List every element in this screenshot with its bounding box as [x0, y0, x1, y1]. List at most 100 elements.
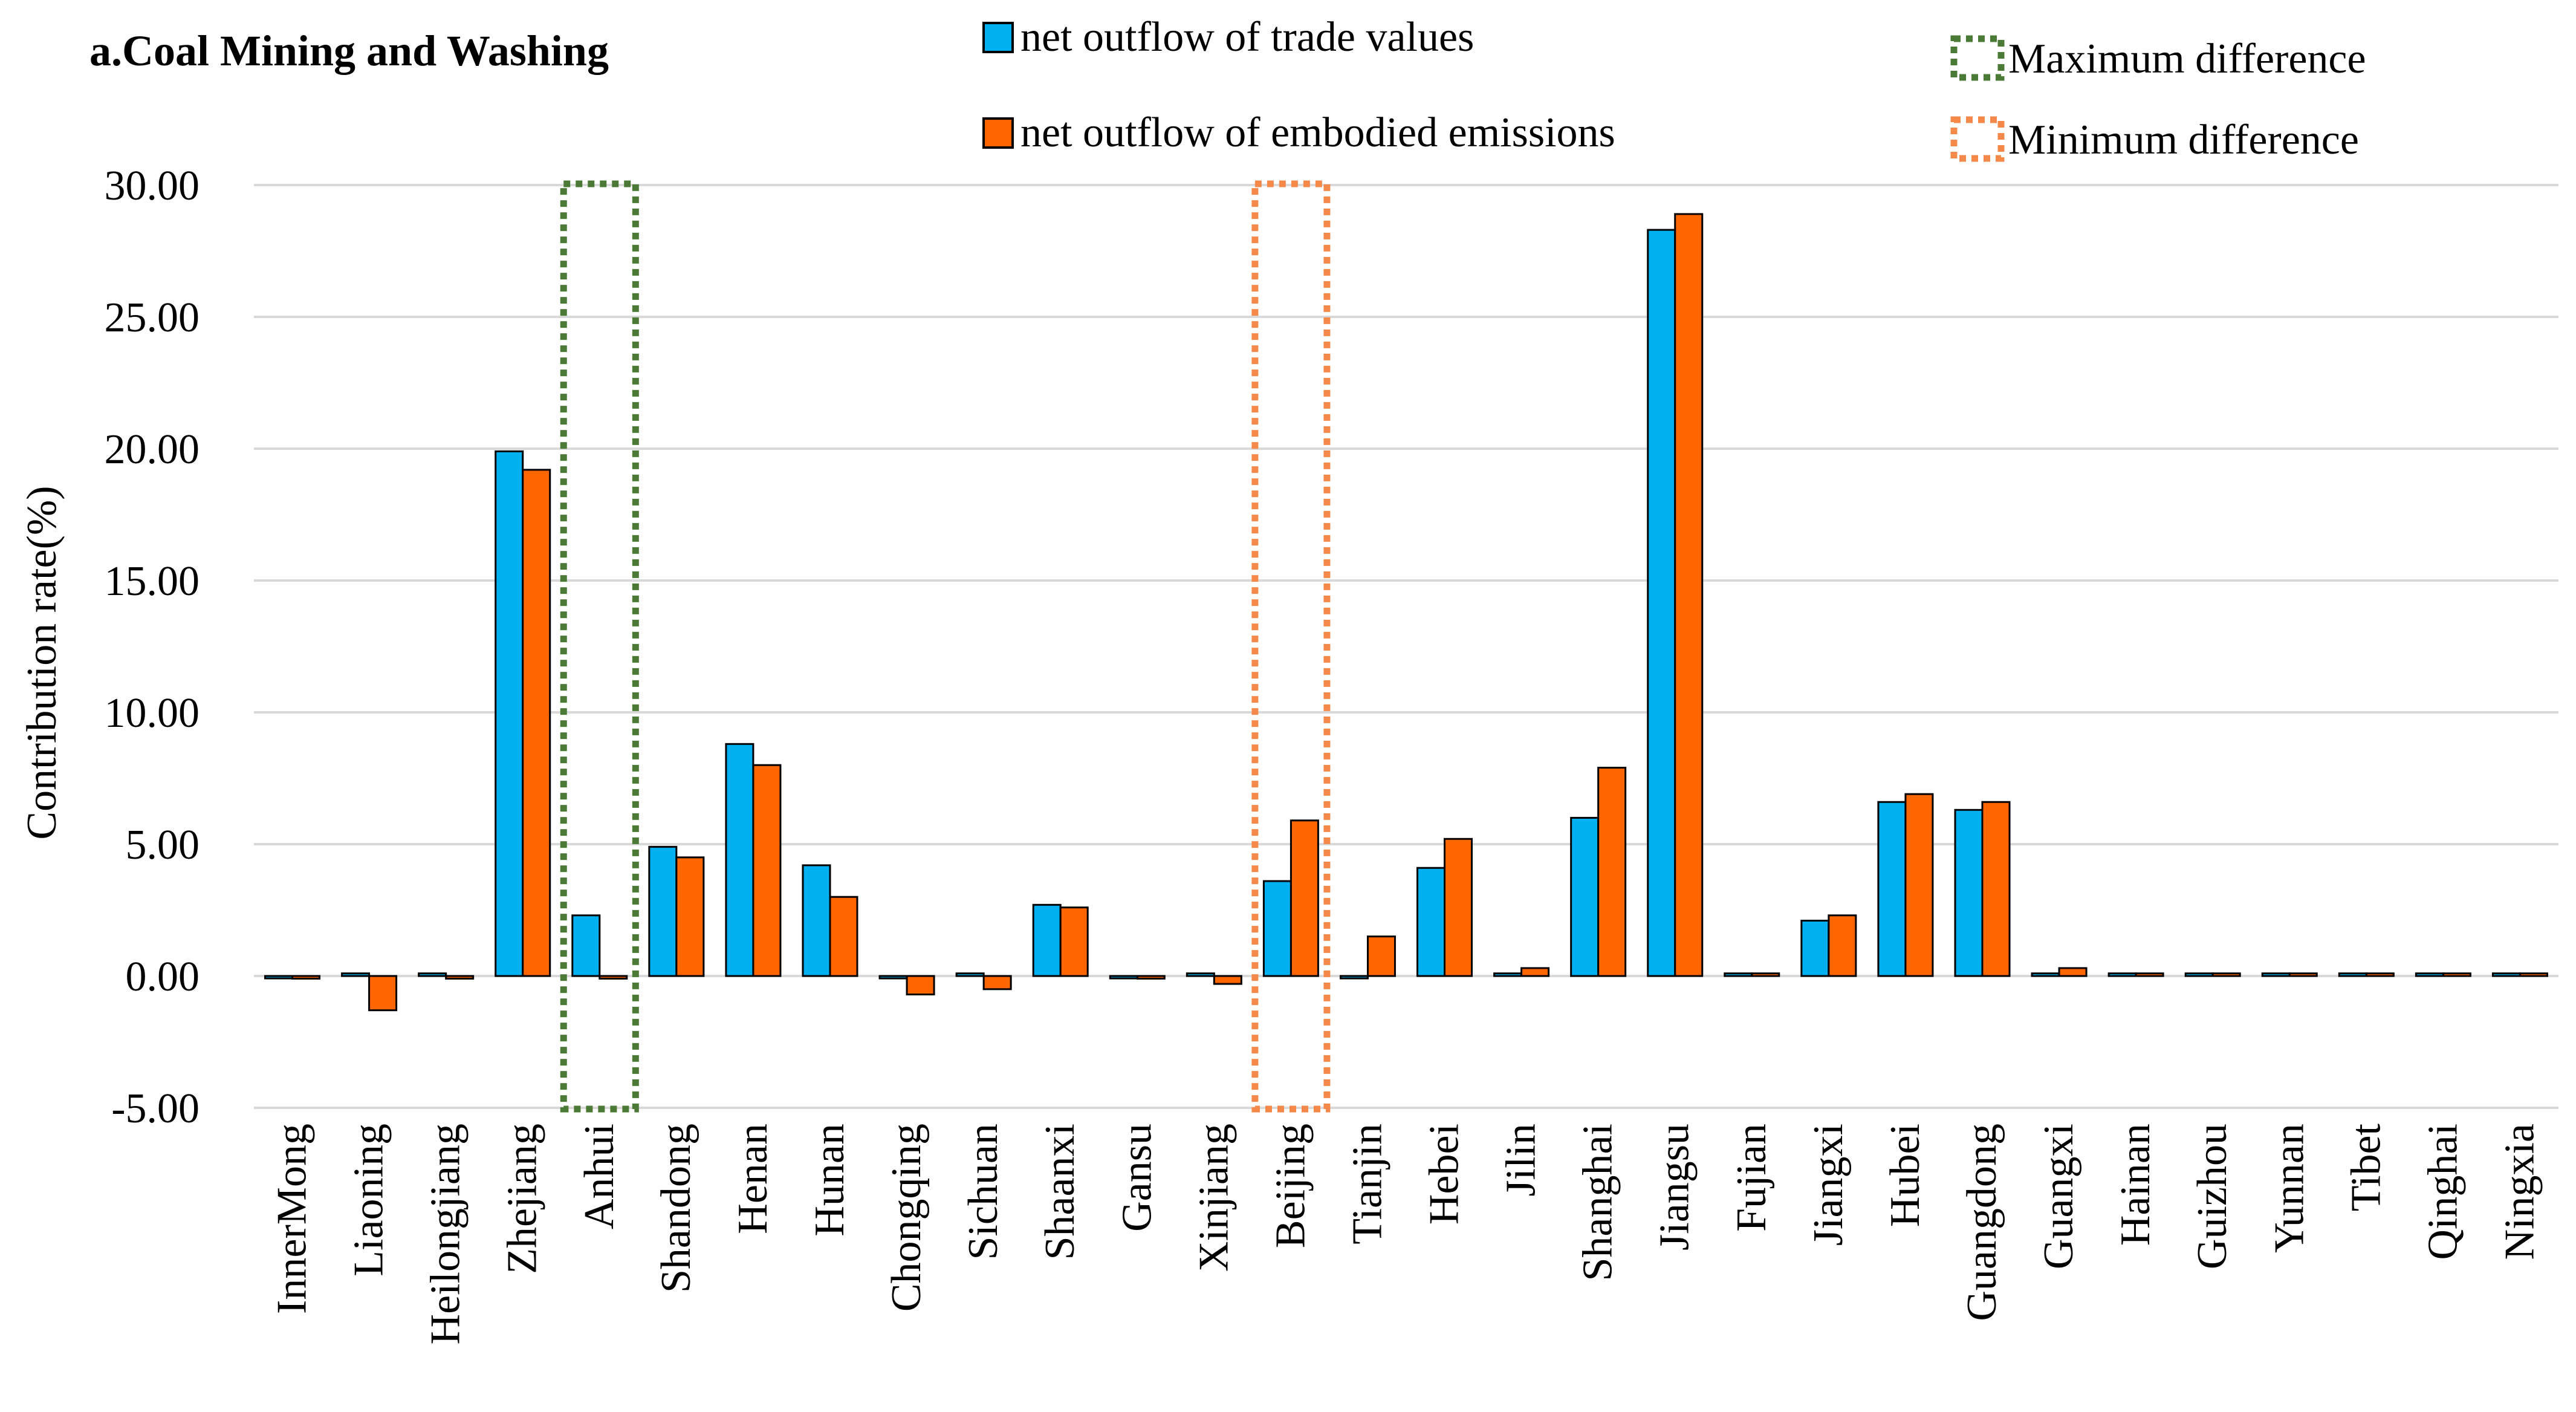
x-tick-label-shandong: Shandong	[653, 1124, 699, 1293]
legend-label-trade-values: net outflow of trade values	[1020, 14, 1474, 60]
x-tick-label-guizhou: Guizhou	[2189, 1124, 2236, 1269]
x-tick-label-jiangxi: Jiangxi	[1805, 1124, 1852, 1246]
y-tick-labels: 30.00 25.00 20.00 15.00 10.00 5.00 0.00 -5.00	[105, 163, 200, 1132]
x-tick-label-beijing: Beijing	[1267, 1124, 1314, 1248]
highlight-box-maximum-difference	[560, 180, 639, 1113]
bar-net-outflow-of-trade-values-jiangxi	[1800, 919, 1830, 977]
bar-net-outflow-of-embodied-emissions-heilongjiang	[445, 975, 475, 980]
bar-net-outflow-of-embodied-emissions-jilin	[1520, 967, 1550, 977]
bar-net-outflow-of-embodied-emissions-jiangxi	[1828, 914, 1857, 977]
x-tick-label-hebei: Hebei	[1421, 1124, 1468, 1225]
x-tick-label-shaanxi: Shaanxi	[1037, 1124, 1083, 1260]
x-tick-label-hubei: Hubei	[1882, 1124, 1929, 1227]
y-tick-label: 25.00	[105, 294, 200, 341]
bar-net-outflow-of-embodied-emissions-guangdong	[1981, 801, 2011, 977]
bar-net-outflow-of-embodied-emissions-qinghai	[2442, 972, 2471, 977]
bar-net-outflow-of-embodied-emissions-hunan	[829, 896, 858, 977]
bar-net-outflow-of-embodied-emissions-shandong	[675, 856, 705, 977]
x-tick-label-henan: Henan	[730, 1124, 776, 1234]
highlight-boxes	[560, 180, 1331, 1113]
bar-net-outflow-of-trade-values-fujian	[1724, 972, 1753, 977]
x-tick-label-hainan: Hainan	[2112, 1124, 2159, 1246]
x-tick-label-yunnan: Yunnan	[2266, 1124, 2312, 1253]
bar-net-outflow-of-trade-values-henan	[725, 743, 754, 977]
bar-net-outflow-of-trade-values-hubei	[1877, 801, 1907, 977]
y-tick-label: 0.00	[126, 954, 200, 1000]
legend-swatch-trade-values	[982, 22, 1014, 53]
legend: net outflow of trade values net outflow …	[982, 14, 2366, 163]
bar-net-outflow-of-trade-values-anhui	[571, 914, 601, 977]
bar-net-outflow-of-embodied-emissions-shaanxi	[1059, 906, 1089, 977]
bar-net-outflow-of-trade-values-sichuan	[955, 972, 985, 977]
bar-net-outflow-of-embodied-emissions-hebei	[1444, 838, 1473, 977]
bar-net-outflow-of-embodied-emissions-shanghai	[1597, 767, 1627, 977]
bar-net-outflow-of-embodied-emissions-beijing	[1290, 819, 1319, 977]
bar-net-outflow-of-trade-values-jilin	[1493, 972, 1523, 977]
bar-net-outflow-of-trade-values-liaoning	[341, 972, 371, 977]
bar-net-outflow-of-embodied-emissions-gansu	[1136, 975, 1166, 980]
bar-net-outflow-of-embodied-emissions-ningxia	[2519, 972, 2548, 977]
bar-net-outflow-of-embodied-emissions-anhui	[599, 975, 628, 980]
bar-net-outflow-of-trade-values-beijing	[1262, 880, 1292, 977]
y-tick-label: 10.00	[105, 690, 200, 737]
x-tick-label-jilin: Jilin	[1498, 1124, 1545, 1197]
bar-net-outflow-of-trade-values-shandong	[648, 845, 678, 977]
x-tick-label-anhui: Anhui	[576, 1124, 623, 1229]
x-tick-label-fujian: Fujian	[1728, 1124, 1775, 1232]
y-tick-label: 20.00	[105, 426, 200, 473]
x-tick-label-guangxi: Guangxi	[2036, 1124, 2082, 1269]
bar-net-outflow-of-embodied-emissions-tibet	[2365, 972, 2395, 977]
bar-net-outflow-of-embodied-emissions-hubei	[1904, 793, 1934, 977]
legend-swatch-maximum-difference	[1950, 35, 2005, 81]
y-axis-label: Contribution rate(%)	[19, 486, 65, 839]
bar-net-outflow-of-embodied-emissions-yunnan	[2288, 972, 2318, 977]
bar-net-outflow-of-embodied-emissions-guangxi	[2058, 967, 2088, 977]
legend-swatch-minimum-difference	[1950, 116, 2005, 162]
x-tick-label-innermong: InnerMong	[269, 1124, 316, 1314]
bar-net-outflow-of-embodied-emissions-tianjin	[1366, 935, 1396, 977]
bar-net-outflow-of-trade-values-qinghai	[2415, 972, 2444, 977]
x-tick-label-tibet: Tibet	[2343, 1123, 2389, 1211]
bar-net-outflow-of-trade-values-shaanxi	[1032, 903, 1062, 977]
x-tick-label-chongqing: Chongqing	[883, 1124, 930, 1312]
x-tick-label-ningxia: Ningxia	[2496, 1124, 2543, 1260]
bar-net-outflow-of-trade-values-hainan	[2107, 972, 2137, 977]
x-tick-label-sichuan: Sichuan	[960, 1124, 1007, 1260]
bar-net-outflow-of-trade-values-shanghai	[1570, 816, 1600, 977]
bar-net-outflow-of-embodied-emissions-xinjiang	[1213, 975, 1242, 985]
bar-net-outflow-of-embodied-emissions-zhejiang	[522, 469, 551, 977]
highlight-box-minimum-difference	[1251, 180, 1331, 1113]
bar-net-outflow-of-trade-values-xinjiang	[1186, 972, 1215, 977]
bar-net-outflow-of-trade-values-hunan	[802, 864, 831, 977]
bar-net-outflow-of-trade-values-tianjin	[1339, 975, 1369, 980]
x-tick-labels: InnerMong Liaoning Heilongjiang Zhejiang Anh…	[269, 1123, 2543, 1344]
bar-net-outflow-of-trade-values-guangxi	[2031, 972, 2060, 977]
x-tick-label-hunan: Hunan	[806, 1124, 853, 1237]
x-tick-label-zhejiang: Zhejiang	[499, 1124, 546, 1274]
x-tick-label-shanghai: Shanghai	[1575, 1124, 1621, 1281]
x-tick-label-gansu: Gansu	[1114, 1124, 1160, 1232]
bar-net-outflow-of-embodied-emissions-guizhou	[2211, 972, 2241, 977]
bar-net-outflow-of-embodied-emissions-fujian	[1751, 972, 1780, 977]
y-tick-label: -5.00	[111, 1085, 200, 1132]
bar-net-outflow-of-trade-values-jiangsu	[1647, 229, 1676, 977]
bars	[264, 213, 2548, 1012]
y-tick-label: 5.00	[126, 822, 200, 868]
bar-net-outflow-of-trade-values-gansu	[1109, 975, 1138, 980]
bar-net-outflow-of-embodied-emissions-henan	[752, 764, 782, 977]
bar-net-outflow-of-trade-values-heilongjiang	[418, 972, 447, 977]
x-tick-label-guangdong: Guangdong	[1959, 1124, 2005, 1321]
x-tick-label-jiangsu: Jiangsu	[1652, 1124, 1698, 1251]
bar-net-outflow-of-trade-values-tibet	[2338, 972, 2367, 977]
x-tick-label-qinghai: Qinghai	[2419, 1124, 2466, 1260]
bar-net-outflow-of-trade-values-innermong	[264, 975, 294, 980]
chart-title: a.Coal Mining and Washing	[89, 27, 609, 75]
legend-label-embodied-emissions: net outflow of embodied emissions	[1020, 109, 1615, 156]
bar-net-outflow-of-embodied-emissions-innermong	[291, 975, 321, 980]
legend-swatch-embodied-emissions	[982, 117, 1014, 149]
legend-label-minimum-difference: Minimum difference	[2008, 117, 2359, 163]
bar-net-outflow-of-embodied-emissions-jiangsu	[1674, 213, 1704, 977]
legend-label-maximum-difference: Maximum difference	[2008, 36, 2366, 82]
bar-net-outflow-of-trade-values-ningxia	[2491, 972, 2521, 977]
